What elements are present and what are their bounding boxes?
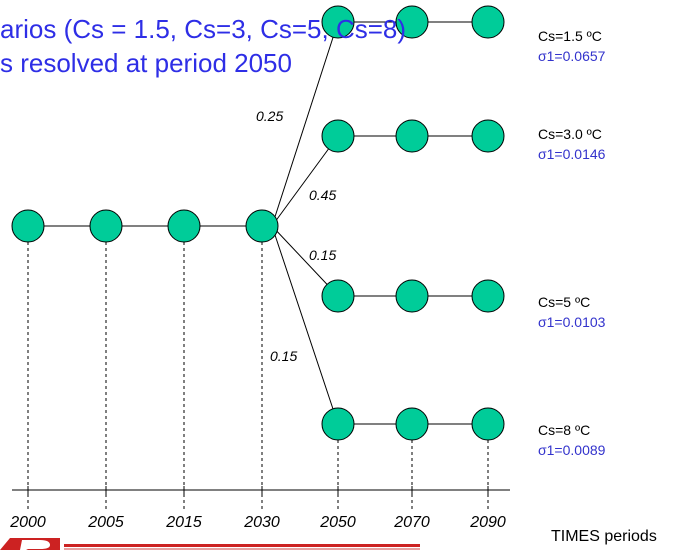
branch-probability-1: 0.25 — [256, 108, 284, 124]
tree-nodes — [11, 5, 505, 441]
period-label-2: 2005 — [88, 514, 124, 531]
scenario-2-cs-label: Cs=3.0 ºC — [538, 126, 602, 142]
times-periods-label: TIMES periods — [551, 528, 657, 545]
scenario-1-cs-label: Cs=1.5 ºC — [538, 28, 602, 44]
branch-edge — [271, 135, 339, 227]
axis-ticks — [27, 486, 489, 494]
scenario-node — [321, 5, 355, 39]
trunk-node — [245, 209, 279, 243]
scenario-node — [471, 407, 505, 441]
branch-probability-4: 0.15 — [270, 348, 298, 364]
period-label-7: 2090 — [470, 514, 506, 531]
period-guide-lines — [27, 242, 489, 510]
period-label-6: 2070 — [394, 514, 430, 531]
scenario-node — [395, 5, 429, 39]
branch-edge — [271, 21, 339, 227]
trunk-node — [89, 209, 123, 243]
period-label-1: 2000 — [10, 514, 46, 531]
scenario-node — [471, 5, 505, 39]
branch-probability-2: 0.45 — [309, 187, 337, 203]
scenario-node — [321, 119, 355, 153]
scenario-node — [395, 279, 429, 313]
scenario-1-sigma-label: σ1=0.0657 — [538, 48, 606, 64]
trunk-node — [11, 209, 45, 243]
scenario-3-sigma-label: σ1=0.0103 — [538, 314, 606, 330]
scenario-3-cs-label: Cs=5 ºC — [538, 294, 591, 310]
scenario-node — [321, 407, 355, 441]
branch-edge — [271, 225, 339, 425]
organization-logo — [0, 538, 420, 550]
period-label-3: 2015 — [166, 514, 202, 531]
scenario-4-cs-label: Cs=8 ºC — [538, 422, 591, 438]
scenario-2-sigma-label: σ1=0.0146 — [538, 146, 606, 162]
trunk-node — [167, 209, 201, 243]
scenario-node — [471, 119, 505, 153]
period-label-4: 2030 — [244, 514, 280, 531]
branch-probability-3: 0.15 — [309, 247, 337, 263]
scenario-node — [395, 407, 429, 441]
scenario-node — [395, 119, 429, 153]
scenario-4-sigma-label: σ1=0.0089 — [538, 442, 606, 458]
title-line-2: s resolved at period 2050 — [0, 48, 292, 78]
title-line-1: arios (Cs = 1.5, Cs=3, Cs=5, Cs=8) — [0, 14, 407, 44]
scenario-node — [471, 279, 505, 313]
period-label-5: 2050 — [320, 514, 356, 531]
scenario-node — [321, 279, 355, 313]
